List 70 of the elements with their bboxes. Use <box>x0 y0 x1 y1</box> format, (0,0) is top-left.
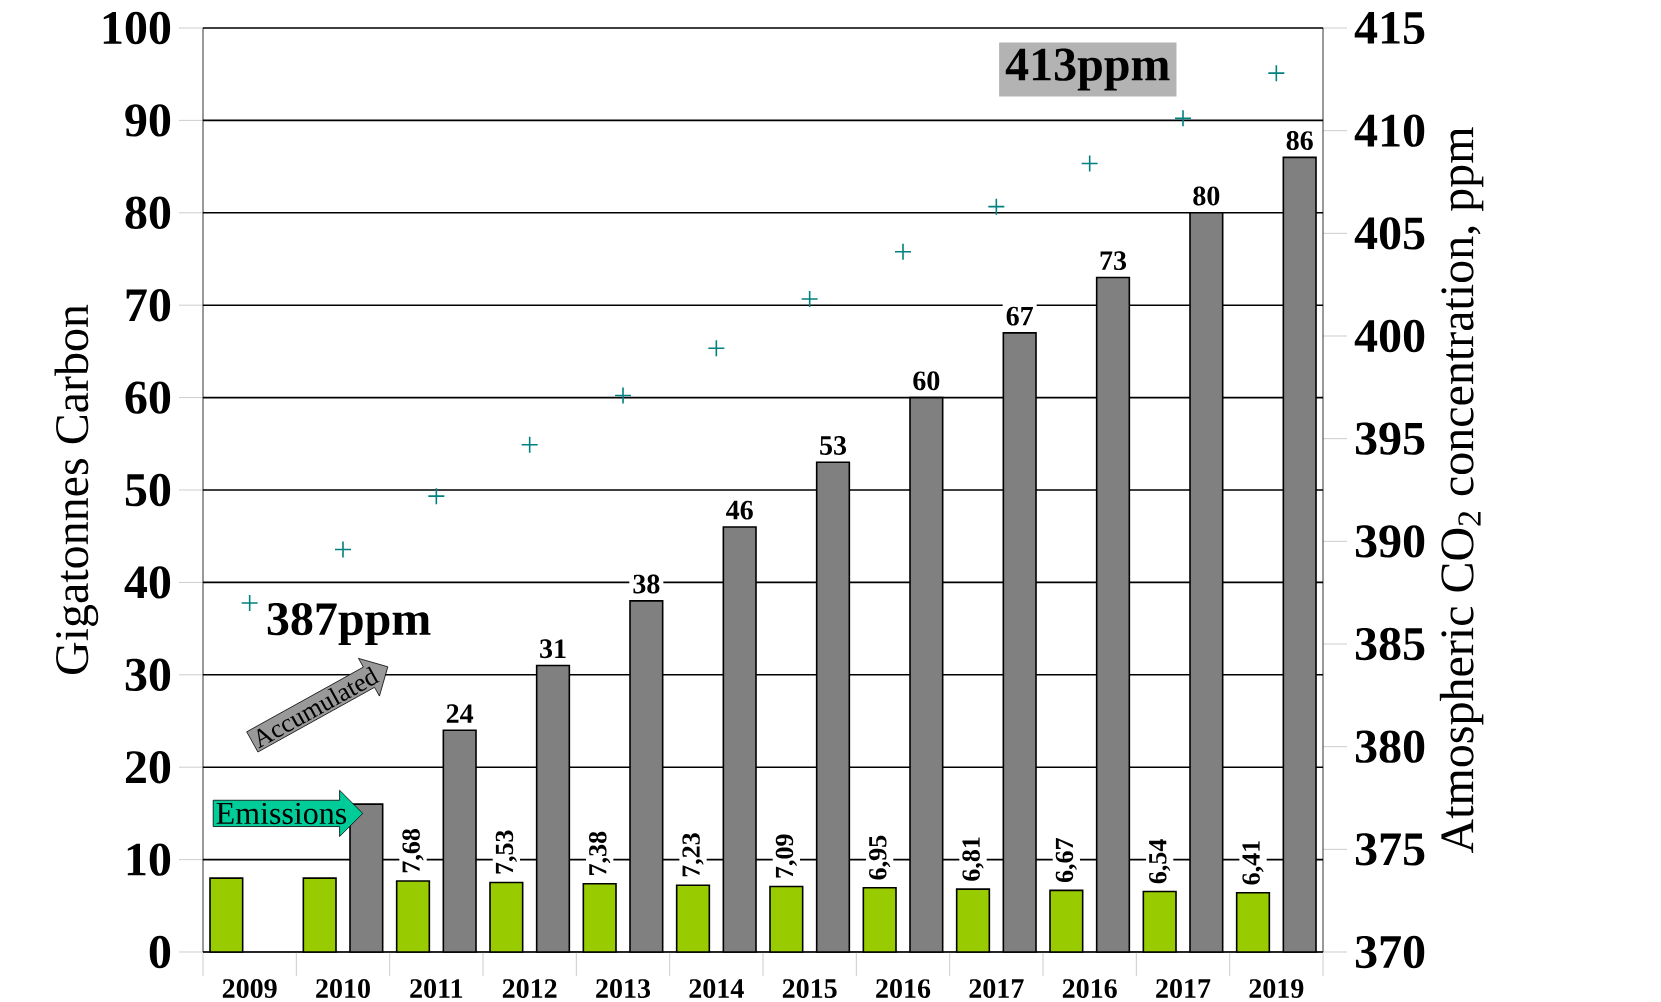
y2-tick-label: 380 <box>1355 730 1425 763</box>
y-tick-label: 20 <box>125 750 171 784</box>
annotation: 413ppm <box>1005 48 1170 91</box>
data-label: 6,41 <box>1242 841 1264 885</box>
data-label: 6,81 <box>962 837 984 881</box>
data-label: 7,53 <box>495 830 517 874</box>
y2-tick-label: 415 <box>1354 11 1425 45</box>
data-label: 73 <box>1100 251 1127 271</box>
data-label: 7,68 <box>402 829 424 873</box>
data-label: 86 <box>1286 131 1313 150</box>
y2-tick-label: 390 <box>1355 525 1425 558</box>
y2-tick-label: 395 <box>1355 422 1425 455</box>
point <box>800 290 819 308</box>
y2-tick-label: 370 <box>1355 935 1425 969</box>
y2-axis-title: Atmospheric CO$_{2}$ concentration, ppm <box>1439 127 1484 854</box>
y-tick-label: 90 <box>125 104 171 137</box>
y2-tick-label: 385 <box>1355 627 1425 661</box>
x-tick-label: 2009 <box>222 979 277 998</box>
data-label: 7,09 <box>775 834 797 878</box>
x-tick-label: 2011 <box>410 979 463 998</box>
data-label: 7,23 <box>682 833 704 877</box>
point <box>1267 64 1286 82</box>
point <box>1080 154 1099 173</box>
point <box>1174 109 1192 128</box>
y-tick-label: 40 <box>124 566 171 599</box>
data-label: 53 <box>820 436 847 455</box>
point <box>427 487 446 505</box>
data-label: 31 <box>540 639 566 659</box>
data-label: 67 <box>1006 306 1033 326</box>
y-tick-label: 50 <box>125 473 171 507</box>
x-tick-label: 2014 <box>689 979 744 998</box>
annotation: 387ppm <box>267 602 431 646</box>
data-label: 46 <box>726 500 753 520</box>
x-tick-label: 2017 <box>969 979 1024 998</box>
y-tick-label: 30 <box>125 658 171 691</box>
point <box>334 540 352 559</box>
data-label: 7,38 <box>589 831 611 875</box>
data-label: 60 <box>913 371 940 391</box>
x-tick-label: 2017 <box>1156 979 1211 998</box>
y-tick-label: 60 <box>125 381 171 414</box>
x-tick-label: 2010 <box>316 979 370 998</box>
point <box>240 594 259 612</box>
y-tick-label: 80 <box>125 196 171 229</box>
data-label: 6,54 <box>1149 839 1171 884</box>
data-label: 6,67 <box>1055 838 1077 883</box>
x-tick-label: 2013 <box>596 979 651 998</box>
x-tick-label: 2019 <box>1249 979 1304 998</box>
data-label: 80 <box>1193 186 1220 206</box>
data-label: 24 <box>446 704 474 723</box>
y-tick-label: 70 <box>126 288 171 322</box>
y2-tick-label: 375 <box>1355 833 1425 866</box>
point <box>520 436 539 454</box>
x-tick-label: 2012 <box>502 979 557 998</box>
y-tick-label: 100 <box>103 11 171 45</box>
y2-tick-label: 400 <box>1354 319 1425 353</box>
y-axis-title: Gigatonnes Carbon <box>54 304 99 674</box>
point <box>894 243 912 261</box>
y2-tick-label: 410 <box>1354 114 1425 147</box>
point <box>987 197 1006 216</box>
annotation: Emissions <box>216 802 347 825</box>
y2-tick-label: 405 <box>1354 217 1425 250</box>
data-label: 38 <box>633 574 660 594</box>
data-label: 6,95 <box>869 835 891 880</box>
x-tick-label: 2016 <box>1062 979 1117 998</box>
x-tick-label: 2016 <box>876 979 931 998</box>
y-tick-label: 0 <box>149 935 171 969</box>
y-tick-label: 10 <box>127 843 171 876</box>
point <box>614 386 632 405</box>
point <box>707 339 726 358</box>
x-tick-label: 2015 <box>782 979 837 998</box>
